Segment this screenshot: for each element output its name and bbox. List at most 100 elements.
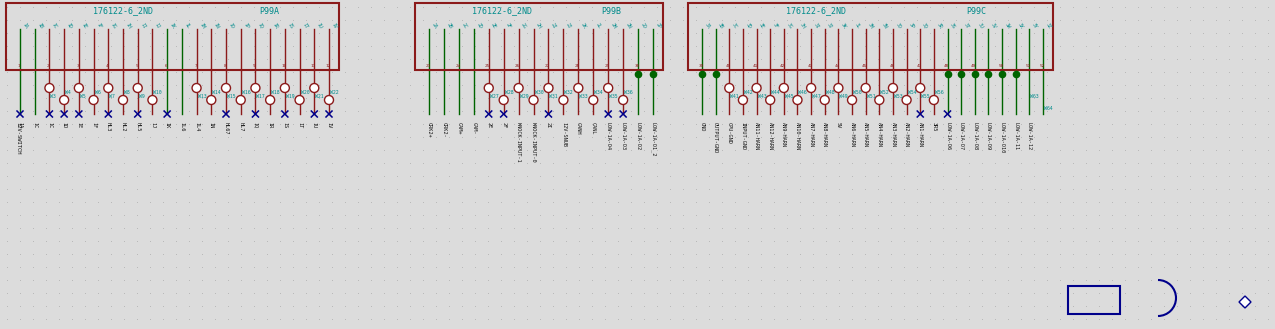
Circle shape bbox=[103, 84, 112, 92]
Text: 3R5: 3R5 bbox=[931, 122, 936, 131]
Text: W56: W56 bbox=[935, 89, 943, 94]
Text: 3P: 3P bbox=[908, 21, 915, 29]
Text: 47: 47 bbox=[917, 64, 922, 68]
Text: W36: W36 bbox=[625, 89, 632, 94]
Text: 30: 30 bbox=[635, 64, 640, 68]
Text: 1R: 1R bbox=[268, 122, 273, 128]
Text: 48: 48 bbox=[944, 64, 949, 68]
Text: LOW-1A-12: LOW-1A-12 bbox=[1026, 122, 1031, 150]
Circle shape bbox=[193, 84, 201, 92]
Text: 5: 5 bbox=[135, 64, 138, 68]
Text: 1K: 1K bbox=[168, 21, 176, 29]
Text: CPU-GND: CPU-GND bbox=[727, 122, 732, 144]
Circle shape bbox=[89, 95, 98, 105]
Text: W32: W32 bbox=[565, 89, 572, 94]
Text: 45: 45 bbox=[862, 64, 867, 68]
Text: 1O: 1O bbox=[227, 21, 235, 29]
Text: W4: W4 bbox=[65, 89, 71, 94]
Text: 6: 6 bbox=[164, 64, 167, 68]
Text: 4: 4 bbox=[106, 64, 108, 68]
Text: 2P: 2P bbox=[654, 21, 662, 29]
Text: 3: 3 bbox=[76, 64, 79, 68]
Text: W17: W17 bbox=[256, 93, 265, 98]
Text: HL7: HL7 bbox=[238, 122, 244, 131]
Text: 9: 9 bbox=[254, 64, 256, 68]
Text: AN4-HARN: AN4-HARN bbox=[877, 122, 882, 147]
Text: 1L: 1L bbox=[184, 21, 190, 29]
Text: 1M: 1M bbox=[198, 21, 205, 29]
Text: W42: W42 bbox=[743, 89, 752, 94]
Text: 1T: 1T bbox=[301, 21, 309, 29]
Text: 3L: 3L bbox=[853, 21, 861, 29]
Text: W64: W64 bbox=[1044, 106, 1053, 111]
Text: 3K: 3K bbox=[840, 21, 847, 29]
Circle shape bbox=[889, 84, 898, 92]
Text: 1G: 1G bbox=[110, 21, 117, 29]
Text: 51: 51 bbox=[1025, 64, 1031, 68]
Text: AN5-HARN: AN5-HARN bbox=[863, 122, 868, 147]
Text: LOW-1A-11: LOW-1A-11 bbox=[1014, 122, 1019, 150]
Circle shape bbox=[280, 84, 289, 92]
Text: W48: W48 bbox=[826, 89, 834, 94]
Text: W41: W41 bbox=[731, 93, 739, 98]
Text: 1T: 1T bbox=[297, 122, 302, 128]
Text: 3J: 3J bbox=[826, 21, 834, 29]
Text: 25: 25 bbox=[484, 64, 491, 68]
Text: W50: W50 bbox=[853, 89, 862, 94]
Circle shape bbox=[74, 84, 83, 92]
Text: 1A: 1A bbox=[18, 122, 23, 128]
Text: AN1-HARN: AN1-HARN bbox=[918, 122, 923, 147]
Text: 3H: 3H bbox=[799, 21, 806, 29]
Text: 2H: 2H bbox=[536, 21, 542, 29]
Circle shape bbox=[325, 95, 334, 105]
Text: LOW-1A-O10: LOW-1A-O10 bbox=[1000, 122, 1005, 153]
Text: 3D: 3D bbox=[745, 21, 752, 29]
Text: W3: W3 bbox=[51, 93, 56, 98]
Text: HL67: HL67 bbox=[223, 122, 228, 135]
Circle shape bbox=[207, 95, 215, 105]
Circle shape bbox=[544, 84, 553, 92]
Text: AN12-HARN: AN12-HARN bbox=[768, 122, 773, 150]
Text: 1E: 1E bbox=[76, 122, 82, 128]
Text: W34: W34 bbox=[594, 89, 603, 94]
Text: 41: 41 bbox=[754, 64, 759, 68]
Text: 3T: 3T bbox=[963, 21, 970, 29]
Text: 12V-SWITCH: 12V-SWITCH bbox=[15, 122, 20, 155]
Text: LOW-1A-O3: LOW-1A-O3 bbox=[621, 122, 626, 150]
Text: W31: W31 bbox=[550, 93, 558, 98]
Text: 2D: 2D bbox=[476, 21, 482, 29]
Text: 176122-6_2ND: 176122-6_2ND bbox=[785, 7, 845, 15]
Text: 3F: 3F bbox=[771, 21, 779, 29]
Text: 3G: 3G bbox=[785, 21, 793, 29]
Circle shape bbox=[848, 95, 857, 105]
Text: 5V: 5V bbox=[836, 122, 842, 128]
Text: 2G: 2G bbox=[520, 21, 528, 29]
Text: AN3-HARN: AN3-HARN bbox=[890, 122, 895, 147]
Text: W29: W29 bbox=[520, 93, 528, 98]
Text: HL5: HL5 bbox=[135, 122, 140, 131]
Text: P99A: P99A bbox=[259, 7, 279, 15]
Text: 1D: 1D bbox=[65, 21, 73, 29]
Text: 2: 2 bbox=[47, 64, 50, 68]
Text: 1V: 1V bbox=[326, 122, 332, 128]
Text: 8: 8 bbox=[223, 64, 227, 68]
Text: LOW-1A-O7: LOW-1A-O7 bbox=[959, 122, 964, 150]
Text: 11: 11 bbox=[311, 64, 316, 68]
Text: AN11-HARN: AN11-HARN bbox=[754, 122, 759, 150]
Circle shape bbox=[529, 95, 538, 105]
Circle shape bbox=[752, 84, 761, 92]
Text: 3W: 3W bbox=[1003, 21, 1011, 29]
Text: 3I: 3I bbox=[812, 21, 820, 29]
Text: 1J: 1J bbox=[150, 122, 156, 128]
Text: 40: 40 bbox=[725, 64, 731, 68]
Text: HL2: HL2 bbox=[121, 122, 125, 131]
Text: W5: W5 bbox=[80, 93, 85, 98]
Circle shape bbox=[514, 84, 523, 92]
Text: 1P: 1P bbox=[242, 21, 250, 29]
Circle shape bbox=[915, 84, 924, 92]
Circle shape bbox=[236, 95, 245, 105]
Text: 3B: 3B bbox=[717, 21, 724, 29]
Text: LOW-1A-O2: LOW-1A-O2 bbox=[635, 122, 640, 150]
Text: 2E: 2E bbox=[486, 122, 491, 128]
Text: W54: W54 bbox=[908, 89, 917, 94]
